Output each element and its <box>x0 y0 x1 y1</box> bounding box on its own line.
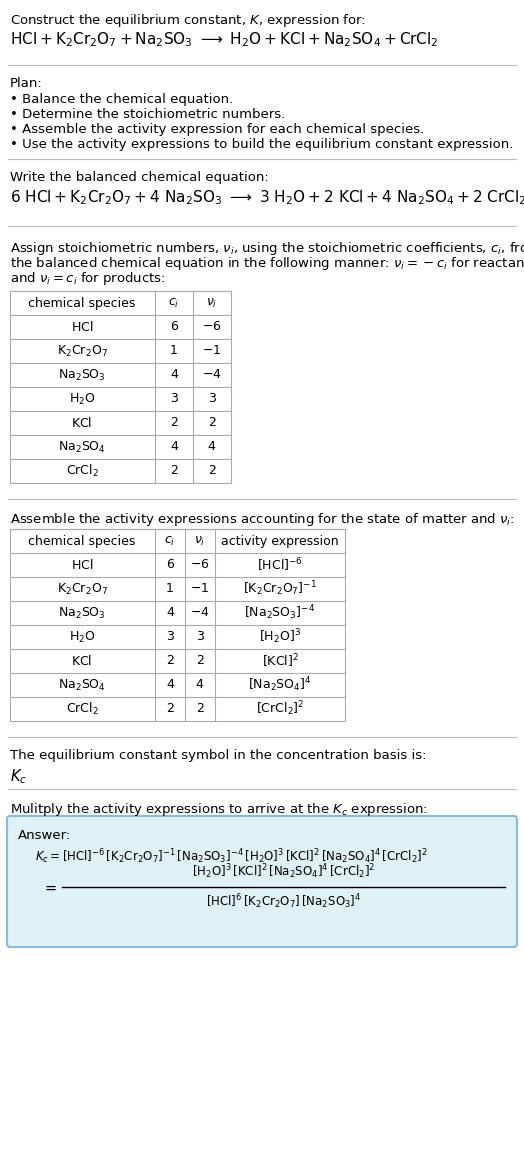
Text: $[\mathrm{Na_2SO_4}]^{4}$: $[\mathrm{Na_2SO_4}]^{4}$ <box>248 676 312 694</box>
Text: $\mathrm{Na_2SO_4}$: $\mathrm{Na_2SO_4}$ <box>58 678 106 692</box>
Text: $\mathrm{K_2Cr_2O_7}$: $\mathrm{K_2Cr_2O_7}$ <box>57 343 107 358</box>
Bar <box>10 291 231 483</box>
Text: $3$: $3$ <box>195 630 204 643</box>
Text: $\mathrm{Na_2SO_3}$: $\mathrm{Na_2SO_3}$ <box>58 606 106 621</box>
FancyBboxPatch shape <box>7 816 517 947</box>
Text: $2$: $2$ <box>195 655 204 668</box>
Text: $\mathrm{6\ HCl + K_2Cr_2O_7 + 4\ Na_2SO_3 \ \longrightarrow \ 3\ H_2O + 2\ KCl : $\mathrm{6\ HCl + K_2Cr_2O_7 + 4\ Na_2SO… <box>10 188 524 207</box>
Text: 2: 2 <box>170 416 178 429</box>
Text: $[\mathrm{K_2Cr_2O_7}]^{-1}$: $[\mathrm{K_2Cr_2O_7}]^{-1}$ <box>243 579 317 598</box>
Text: Assign stoichiometric numbers, $\nu_i$, using the stoichiometric coefficients, $: Assign stoichiometric numbers, $\nu_i$, … <box>10 240 524 257</box>
Text: 6: 6 <box>170 321 178 334</box>
Text: $=$: $=$ <box>42 879 58 894</box>
Text: 4: 4 <box>166 678 174 692</box>
Text: $\mathrm{CrCl_2}$: $\mathrm{CrCl_2}$ <box>66 701 99 718</box>
Text: $[\mathrm{Na_2SO_3}]^{-4}$: $[\mathrm{Na_2SO_3}]^{-4}$ <box>245 604 315 622</box>
Text: $\mathrm{K_2Cr_2O_7}$: $\mathrm{K_2Cr_2O_7}$ <box>57 582 107 597</box>
Text: $\mathrm{CrCl_2}$: $\mathrm{CrCl_2}$ <box>66 463 99 479</box>
Text: and $\nu_i = c_i$ for products:: and $\nu_i = c_i$ for products: <box>10 270 166 287</box>
Text: $\mathrm{KCl}$: $\mathrm{KCl}$ <box>71 416 93 430</box>
Text: • Balance the chemical equation.: • Balance the chemical equation. <box>10 93 233 106</box>
Text: 6: 6 <box>166 558 174 571</box>
Text: $[\mathrm{HCl}]^{-6}$: $[\mathrm{HCl}]^{-6}$ <box>257 556 303 573</box>
Text: $-6$: $-6$ <box>202 321 222 334</box>
Text: $2$: $2$ <box>195 702 204 715</box>
Text: $-4$: $-4$ <box>190 606 210 620</box>
Text: $[\mathrm{HCl}]^{6}\,[\mathrm{K_2Cr_2O_7}]\,[\mathrm{Na_2SO_3}]^{4}$: $[\mathrm{HCl}]^{6}\,[\mathrm{K_2Cr_2O_7… <box>206 892 361 911</box>
Text: $[\mathrm{H_2O}]^{3}\,[\mathrm{KCl}]^{2}\,[\mathrm{Na_2SO_4}]^{4}\,[\mathrm{CrCl: $[\mathrm{H_2O}]^{3}\,[\mathrm{KCl}]^{2}… <box>192 862 375 882</box>
Text: • Assemble the activity expression for each chemical species.: • Assemble the activity expression for e… <box>10 123 424 136</box>
Text: $K_c = [\mathrm{HCl}]^{-6}\,[\mathrm{K_2Cr_2O_7}]^{-1}\,[\mathrm{Na_2SO_3}]^{-4}: $K_c = [\mathrm{HCl}]^{-6}\,[\mathrm{K_2… <box>35 847 428 865</box>
Text: $\mathrm{HCl}$: $\mathrm{HCl}$ <box>71 558 93 572</box>
Text: $4$: $4$ <box>195 678 204 692</box>
Text: Construct the equilibrium constant, $K$, expression for:: Construct the equilibrium constant, $K$,… <box>10 12 366 29</box>
Text: Assemble the activity expressions accounting for the state of matter and $\nu_i$: Assemble the activity expressions accoun… <box>10 511 515 528</box>
Text: $\mathrm{Na_2SO_3}$: $\mathrm{Na_2SO_3}$ <box>58 368 106 383</box>
Text: 1: 1 <box>170 344 178 357</box>
Text: 4: 4 <box>166 606 174 620</box>
Text: $K_c$: $K_c$ <box>10 768 27 786</box>
Text: $2$: $2$ <box>208 464 216 478</box>
Text: • Determine the stoichiometric numbers.: • Determine the stoichiometric numbers. <box>10 108 285 121</box>
Text: Plan:: Plan: <box>10 77 43 90</box>
Text: $\mathrm{HCl}$: $\mathrm{HCl}$ <box>71 320 93 334</box>
Text: Mulitply the activity expressions to arrive at the $K_c$ expression:: Mulitply the activity expressions to arr… <box>10 801 428 818</box>
Text: 1: 1 <box>166 583 174 595</box>
Text: 4: 4 <box>170 441 178 454</box>
Text: $\mathrm{H_2O}$: $\mathrm{H_2O}$ <box>69 629 95 644</box>
Text: chemical species: chemical species <box>28 297 136 309</box>
Text: $\mathrm{Na_2SO_4}$: $\mathrm{Na_2SO_4}$ <box>58 440 106 455</box>
Text: 2: 2 <box>170 464 178 478</box>
Text: Write the balanced chemical equation:: Write the balanced chemical equation: <box>10 171 269 184</box>
Text: $[\mathrm{CrCl_2}]^{2}$: $[\mathrm{CrCl_2}]^{2}$ <box>256 700 304 719</box>
Text: $\nu_i$: $\nu_i$ <box>206 297 217 309</box>
Text: $\nu_i$: $\nu_i$ <box>194 535 206 548</box>
Text: $2$: $2$ <box>208 416 216 429</box>
Text: $-1$: $-1$ <box>190 583 210 595</box>
Text: chemical species: chemical species <box>28 535 136 548</box>
Text: $4$: $4$ <box>208 441 216 454</box>
Text: 3: 3 <box>166 630 174 643</box>
Text: The equilibrium constant symbol in the concentration basis is:: The equilibrium constant symbol in the c… <box>10 749 427 762</box>
Text: 2: 2 <box>166 655 174 668</box>
Text: $[\mathrm{H_2O}]^{3}$: $[\mathrm{H_2O}]^{3}$ <box>259 628 301 647</box>
Text: $-4$: $-4$ <box>202 369 222 381</box>
Text: • Use the activity expressions to build the equilibrium constant expression.: • Use the activity expressions to build … <box>10 138 514 151</box>
Text: $-6$: $-6$ <box>190 558 210 571</box>
Text: Answer:: Answer: <box>18 829 71 842</box>
Text: 4: 4 <box>170 369 178 381</box>
Text: $[\mathrm{KCl}]^{2}$: $[\mathrm{KCl}]^{2}$ <box>261 652 299 670</box>
Text: the balanced chemical equation in the following manner: $\nu_i = -c_i$ for react: the balanced chemical equation in the fo… <box>10 255 524 272</box>
Bar <box>10 529 345 721</box>
Text: 3: 3 <box>170 392 178 406</box>
Text: $\mathrm{KCl}$: $\mathrm{KCl}$ <box>71 654 93 668</box>
Text: 2: 2 <box>166 702 174 715</box>
Text: $\mathrm{H_2O}$: $\mathrm{H_2O}$ <box>69 392 95 407</box>
Text: $c_i$: $c_i$ <box>168 297 180 309</box>
Text: $c_i$: $c_i$ <box>165 535 176 548</box>
Text: $3$: $3$ <box>208 392 216 406</box>
Text: activity expression: activity expression <box>221 535 339 548</box>
Text: $-1$: $-1$ <box>202 344 222 357</box>
Text: $\mathrm{HCl + K_2Cr_2O_7 + Na_2SO_3 \ \longrightarrow \ H_2O + KCl + Na_2SO_4 +: $\mathrm{HCl + K_2Cr_2O_7 + Na_2SO_3 \ \… <box>10 30 439 49</box>
